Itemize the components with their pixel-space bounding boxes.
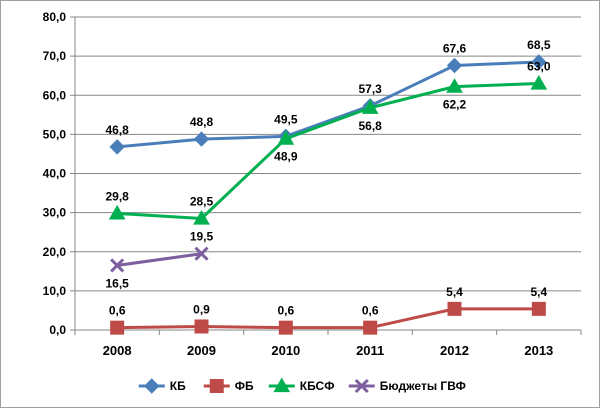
series-lines bbox=[108, 54, 548, 335]
series-2 bbox=[108, 75, 548, 225]
data-point bbox=[193, 131, 210, 147]
data-label: 28,5 bbox=[190, 194, 214, 208]
legend-item: КБ bbox=[138, 378, 186, 394]
data-label: 56,8 bbox=[358, 119, 382, 133]
data-label: 48,8 bbox=[190, 115, 214, 129]
data-label: 49,5 bbox=[274, 112, 298, 126]
x-marker-stroke bbox=[354, 378, 369, 394]
data-point bbox=[531, 301, 546, 316]
data-point bbox=[194, 246, 209, 261]
legend-marker bbox=[354, 378, 369, 394]
data-label: 67,6 bbox=[443, 42, 467, 56]
data-point bbox=[194, 319, 209, 334]
series-line bbox=[117, 82, 539, 220]
series-line bbox=[116, 252, 202, 267]
legend-item: Бюджеты ГВФ bbox=[348, 378, 466, 394]
data-point bbox=[531, 54, 547, 70]
legend-label: ФБ bbox=[235, 379, 254, 393]
data-point bbox=[278, 320, 293, 335]
legend: КБ ФБ КБСФ Бюджеты ГВФ bbox=[138, 377, 466, 394]
y-tick-label: 80,0 bbox=[43, 10, 67, 24]
x-tick-label: 2010 bbox=[271, 343, 300, 358]
data-point bbox=[446, 78, 463, 93]
y-tick-label: 20,0 bbox=[43, 245, 67, 259]
data-point bbox=[447, 301, 462, 316]
legend-label: КБ bbox=[170, 379, 186, 393]
legend-label: КБСФ bbox=[300, 379, 335, 393]
data-label: 0,6 bbox=[109, 304, 126, 318]
data-label: 0,6 bbox=[277, 304, 294, 318]
y-tick-label: 50,0 bbox=[43, 127, 67, 141]
data-point bbox=[363, 320, 378, 335]
y-tick-label: 60,0 bbox=[43, 88, 67, 102]
x-marker-stroke bbox=[110, 258, 125, 273]
data-label: 5,4 bbox=[530, 285, 547, 299]
data-label: 63,0 bbox=[527, 60, 551, 74]
legend-label: Бюджеты ГВФ bbox=[380, 379, 466, 393]
y-tick-label: 10,0 bbox=[43, 284, 67, 298]
data-label: 19,5 bbox=[190, 230, 214, 244]
x-marker-stroke bbox=[194, 246, 209, 261]
data-label: 68,5 bbox=[527, 38, 551, 52]
data-point bbox=[446, 57, 463, 74]
data-label: 46,8 bbox=[105, 123, 129, 137]
x-tick-label: 2011 bbox=[356, 343, 384, 358]
data-label: 57,3 bbox=[358, 82, 382, 96]
data-point bbox=[361, 99, 379, 114]
series-3 bbox=[110, 246, 209, 273]
legend-item: КБСФ bbox=[268, 377, 335, 393]
data-point bbox=[110, 258, 125, 273]
y-tick-label: 30,0 bbox=[43, 206, 67, 220]
data-point bbox=[110, 320, 125, 335]
data-label: 5,4 bbox=[446, 285, 463, 299]
series-line bbox=[117, 307, 539, 330]
y-tick-label: 70,0 bbox=[43, 49, 67, 63]
y-tick-label: 40,0 bbox=[43, 167, 67, 181]
data-point bbox=[277, 130, 295, 145]
series-line bbox=[117, 60, 539, 149]
data-point bbox=[109, 139, 125, 155]
x-tick-label: 2013 bbox=[524, 343, 553, 358]
gridlines bbox=[75, 16, 581, 331]
data-point bbox=[108, 204, 126, 220]
legend-marker bbox=[144, 378, 160, 394]
legend-marker bbox=[209, 379, 224, 393]
series-1 bbox=[110, 301, 546, 335]
data-label: 62,2 bbox=[443, 98, 467, 112]
legend-marker bbox=[273, 377, 291, 393]
legend-item: ФБ bbox=[203, 379, 254, 393]
data-label: 0,9 bbox=[193, 302, 210, 316]
x-tick-label: 2012 bbox=[440, 343, 469, 358]
x-tick-label: 2009 bbox=[187, 343, 216, 358]
axes: 0,0 10,0 20,0 30,0 40,0 50,0 60,0 70,0 80,0 2008 2… bbox=[43, 10, 582, 358]
data-label: 48,9 bbox=[274, 150, 298, 164]
x-tick-label: 2008 bbox=[103, 343, 132, 358]
data-label: 0,6 bbox=[362, 304, 379, 318]
data-label: 29,8 bbox=[105, 189, 129, 203]
y-tick-label: 0,0 bbox=[49, 323, 66, 337]
data-point bbox=[193, 209, 210, 225]
series-0 bbox=[109, 54, 547, 155]
data-point bbox=[530, 75, 548, 90]
data-label: 16,5 bbox=[105, 276, 129, 290]
data-labels: 46,8 48,8 49,5 57,3 67,6 68,5 0,6 0,9 0,6 0,6 5,4 5… bbox=[105, 38, 550, 318]
